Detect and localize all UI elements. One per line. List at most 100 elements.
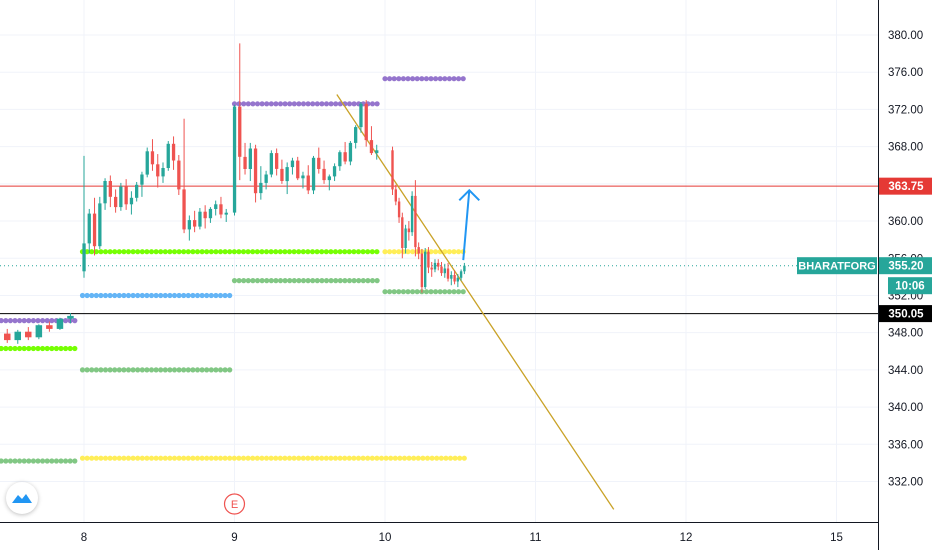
level-dot — [102, 249, 109, 255]
level-dot — [30, 345, 36, 352]
level-dot — [309, 249, 316, 255]
level-dot — [245, 101, 251, 107]
level-dot — [337, 455, 343, 461]
dotted-level-purple — [231, 101, 380, 107]
level-dot — [291, 249, 297, 255]
level-dot — [442, 76, 448, 82]
candle-body — [238, 106, 242, 157]
level-dot — [240, 249, 247, 255]
level-dot — [44, 345, 50, 352]
support-price-label[interactable]: 350.05 — [879, 305, 932, 323]
level-dot — [355, 249, 362, 255]
level-dot — [3, 318, 9, 324]
dotted-level-yellow — [79, 455, 467, 461]
level-dot — [446, 76, 452, 82]
candle-body — [443, 268, 446, 274]
level-dot — [167, 249, 173, 255]
candle-body — [317, 157, 321, 169]
y-tick-label: 340.00 — [888, 402, 923, 414]
candle-body — [253, 148, 258, 194]
candles-layer — [4, 43, 466, 344]
level-dot — [391, 289, 397, 295]
level-dot — [451, 249, 457, 255]
level-dot — [116, 249, 122, 255]
level-dot — [428, 289, 434, 295]
level-dot — [125, 249, 132, 255]
candle-body — [35, 325, 43, 338]
level-dot — [153, 292, 159, 299]
level-dot — [369, 455, 375, 461]
level-dot — [254, 101, 261, 107]
level-dot — [414, 76, 420, 82]
trendline[interactable] — [336, 94, 615, 510]
arrow-annotation[interactable] — [458, 188, 480, 261]
level-dot — [333, 101, 339, 107]
level-dot — [457, 455, 463, 461]
level-dot — [35, 345, 41, 352]
tradingview-logo[interactable] — [6, 482, 38, 514]
level-dot — [222, 455, 228, 461]
level-dot — [12, 318, 18, 324]
level-dot — [121, 367, 127, 373]
candle-body — [375, 150, 379, 154]
level-dot — [158, 367, 164, 373]
level-dot — [148, 292, 155, 299]
candle-body — [161, 168, 165, 177]
level-dot — [314, 249, 320, 255]
level-dot — [446, 289, 452, 295]
level-dot — [305, 278, 311, 284]
level-dot — [319, 101, 325, 107]
level-dot — [213, 249, 219, 255]
level-dot — [277, 278, 284, 284]
level-dot — [433, 76, 439, 82]
level-dot — [135, 455, 141, 461]
candle-body — [232, 106, 237, 213]
symbol-label[interactable]: BHARATFORG — [797, 257, 877, 275]
candle-body — [140, 174, 144, 185]
level-dot — [79, 455, 86, 461]
level-dot — [222, 292, 228, 299]
level-dot — [231, 101, 238, 107]
candle-body — [433, 262, 437, 270]
level-dot — [414, 289, 420, 295]
resistance-price-label[interactable]: 363.75 — [879, 177, 932, 195]
candle-body — [359, 103, 363, 128]
level-dot — [360, 249, 366, 255]
level-dot — [365, 455, 371, 461]
level-dot — [116, 367, 122, 373]
level-dot — [125, 455, 132, 461]
last-price-label[interactable]: 355.20 — [879, 257, 932, 275]
level-dot — [346, 455, 352, 461]
candle-body — [208, 208, 213, 219]
trendline-layer — [336, 94, 615, 510]
level-dot — [287, 278, 293, 284]
candle-body — [92, 213, 97, 247]
earnings-event-marker[interactable]: E — [223, 493, 246, 515]
level-dot — [319, 278, 325, 284]
symbol-label-bg — [797, 257, 877, 275]
level-dot — [93, 292, 99, 299]
level-dot — [204, 455, 210, 461]
level-dot — [35, 458, 41, 464]
level-dot — [79, 292, 86, 299]
level-dot — [443, 455, 449, 461]
candle-body — [264, 174, 268, 183]
candle-body — [417, 247, 420, 254]
level-dot — [456, 76, 462, 82]
y-tick-label: 332.00 — [888, 477, 923, 489]
level-dot — [89, 292, 95, 299]
resistance-price-label-bg — [879, 177, 932, 195]
level-dot — [227, 292, 233, 299]
candle-body — [203, 211, 207, 219]
level-dot — [49, 458, 55, 464]
level-dot — [112, 249, 118, 255]
level-dot — [387, 289, 393, 295]
horizontal-lines-layer — [0, 185, 878, 315]
level-dot — [410, 76, 416, 82]
x-tick-label: 15 — [830, 532, 843, 544]
level-dot — [21, 345, 27, 352]
candle-body — [332, 166, 337, 177]
level-dot — [382, 76, 388, 82]
